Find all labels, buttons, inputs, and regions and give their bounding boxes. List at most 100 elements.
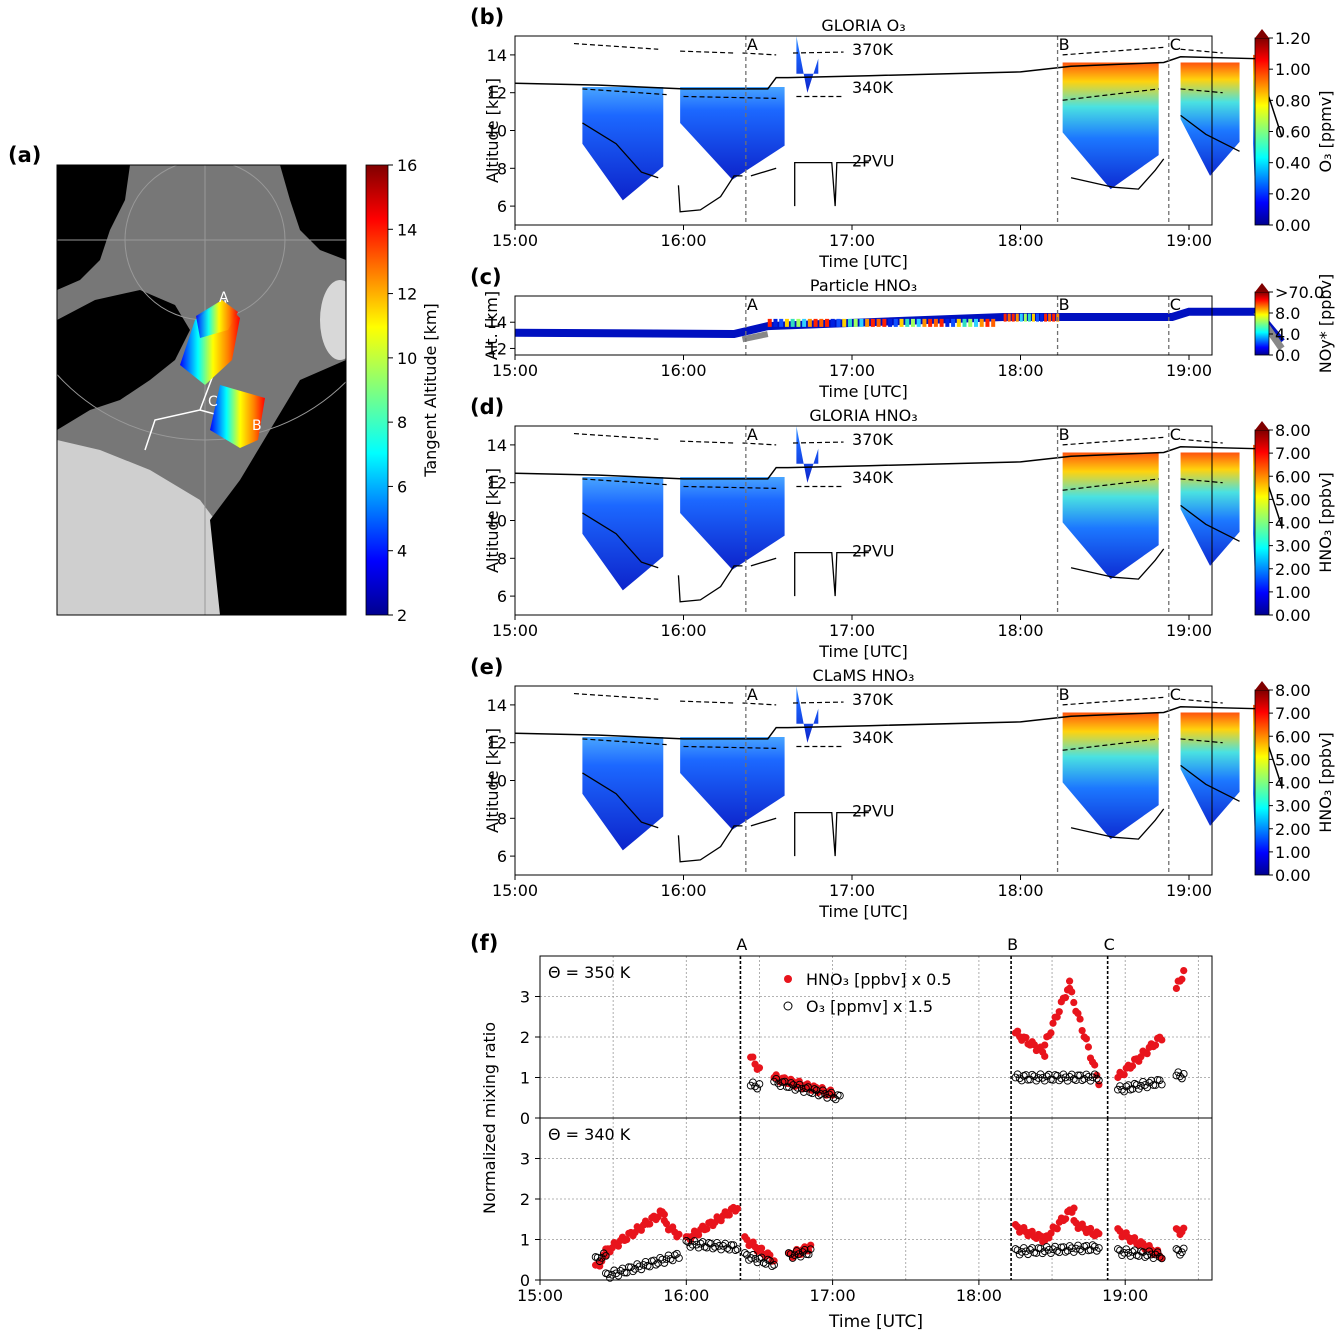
hno3-point bbox=[1074, 1009, 1082, 1018]
map-ice bbox=[57, 440, 260, 615]
hno3-point bbox=[1030, 1041, 1038, 1049]
colorbar-tick-label: 5.00 bbox=[1275, 750, 1311, 769]
map-colorbar-label: Tangent Altitude [km] bbox=[421, 303, 440, 478]
particle-hno3-cell bbox=[933, 318, 938, 327]
contour-340k bbox=[1062, 738, 1159, 751]
o3-point bbox=[1155, 1076, 1164, 1085]
x-tick-label: 15:00 bbox=[492, 231, 538, 250]
map-colorbar-tick-label: 4 bbox=[397, 542, 407, 561]
o3-point bbox=[1017, 1076, 1026, 1085]
o3-point bbox=[1151, 1250, 1160, 1259]
o3-point bbox=[1116, 1082, 1124, 1090]
event-label-C: C bbox=[1104, 935, 1115, 954]
map-colorbar bbox=[365, 164, 389, 616]
o3-point bbox=[694, 1243, 703, 1252]
particle-hno3-cell bbox=[928, 318, 933, 327]
particle-hno3-cell bbox=[1011, 313, 1015, 322]
hno3-point bbox=[1131, 1234, 1139, 1242]
contour-370k bbox=[680, 440, 735, 444]
retrieval-block-3 bbox=[1062, 62, 1159, 190]
contour-370k bbox=[793, 701, 844, 704]
o3-point bbox=[1055, 1076, 1064, 1085]
colorbar-tick-label: 8.00 bbox=[1275, 681, 1311, 700]
y-tick-label: 12 bbox=[487, 84, 507, 103]
particle-hno3-cell bbox=[939, 318, 944, 327]
colorbar-tick-label: 6.00 bbox=[1275, 467, 1311, 486]
colorbar-tick-label: 1.00 bbox=[1275, 60, 1311, 79]
particle-hno3-cell bbox=[796, 318, 801, 327]
o3-point bbox=[650, 1256, 658, 1265]
y-tick-label: 8 bbox=[497, 809, 507, 828]
colorbar-tick-label: 1.00 bbox=[1275, 843, 1311, 862]
o3-point bbox=[1157, 1254, 1166, 1263]
hno3-point bbox=[1143, 1050, 1151, 1058]
o3-point bbox=[751, 1082, 759, 1091]
hno3-point bbox=[725, 1211, 733, 1219]
o3-point bbox=[1065, 1242, 1074, 1250]
colorbar-tick-label: 4.00 bbox=[1275, 514, 1311, 533]
x-tick-label: 16:00 bbox=[660, 881, 706, 900]
particle-hno3-cell bbox=[968, 318, 973, 327]
hno3-point bbox=[1061, 993, 1070, 1002]
hno3-point bbox=[654, 1213, 662, 1221]
retrieval-block-1 bbox=[680, 87, 785, 180]
contour-2pvu bbox=[1070, 548, 1165, 580]
particle-hno3-cell bbox=[1007, 313, 1011, 322]
contour-370k bbox=[793, 51, 844, 54]
o3-point bbox=[601, 1252, 610, 1260]
map-colorbar-tick-label: 16 bbox=[397, 156, 417, 175]
contour-370k bbox=[1180, 48, 1223, 54]
contour-370k bbox=[1062, 436, 1164, 446]
particle-hno3-cell bbox=[807, 318, 812, 327]
o3-point bbox=[620, 1268, 629, 1277]
colorbar-tick-label: 7.00 bbox=[1275, 704, 1311, 723]
o3-point bbox=[1095, 1076, 1103, 1085]
contour-340k bbox=[1062, 88, 1159, 101]
hno3-point bbox=[1062, 1215, 1070, 1223]
event-label-A: A bbox=[747, 425, 758, 444]
hno3-point bbox=[1120, 1071, 1128, 1079]
colorbar-label: HNO₃ [ppbv] bbox=[1316, 472, 1335, 573]
colorbar-tick-label: 0.0 bbox=[1275, 346, 1300, 365]
retrieval-block-2 bbox=[796, 686, 819, 743]
o3-point bbox=[670, 1251, 679, 1260]
contour-2pvu bbox=[794, 811, 869, 857]
particle-hno3-cell bbox=[847, 318, 852, 327]
hno3-point bbox=[1022, 1033, 1030, 1042]
contour-340k bbox=[1180, 88, 1223, 94]
legend-o3-label: O₃ [ppmv] x 1.5 bbox=[806, 997, 933, 1016]
hno3-point bbox=[1172, 984, 1181, 993]
contour-label-370k: 370K bbox=[852, 40, 894, 59]
colorbar-tick-label: >70.0 bbox=[1275, 283, 1324, 302]
o3-point bbox=[802, 1084, 810, 1093]
particle-hno3-cell bbox=[973, 318, 978, 327]
x-tick-label: 15:00 bbox=[492, 881, 538, 900]
o3-point bbox=[1076, 1245, 1084, 1254]
contour-340k bbox=[1180, 738, 1223, 744]
hno3-point bbox=[623, 1236, 631, 1244]
colorbar-tick-label: 1.00 bbox=[1275, 583, 1311, 602]
contour-2pvu bbox=[750, 557, 777, 567]
o3-point bbox=[1067, 1244, 1076, 1253]
o3-point bbox=[785, 1083, 793, 1092]
contour-2pvu bbox=[1180, 764, 1240, 802]
o3-point bbox=[1034, 1074, 1043, 1082]
panel-e: (e) CLaMS HNO₃ 370K 340K 2PVU A B C 6 8 10 12 14 Alti… bbox=[470, 655, 1335, 921]
o3-point bbox=[673, 1249, 681, 1258]
o3-point bbox=[804, 1250, 813, 1259]
o3-point bbox=[725, 1245, 734, 1254]
o3-point bbox=[637, 1265, 646, 1274]
y-tick-label: 1 bbox=[520, 1231, 530, 1250]
x-tick-label: 15:00 bbox=[492, 621, 538, 640]
particle-hno3-cell bbox=[945, 318, 950, 327]
hno3-point bbox=[1066, 977, 1074, 985]
retrieval-block-0 bbox=[582, 737, 664, 851]
y-tick-label: 3 bbox=[520, 1150, 530, 1169]
hno3-point bbox=[1153, 1246, 1162, 1254]
map-land-scandinavia bbox=[210, 360, 346, 615]
y-tick-label: 8 bbox=[497, 549, 507, 568]
o3-point bbox=[627, 1263, 635, 1272]
o3-point bbox=[698, 1238, 707, 1246]
particle-hno3-cell bbox=[802, 318, 807, 327]
